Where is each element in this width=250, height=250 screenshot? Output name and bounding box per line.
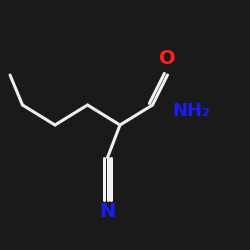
- Text: O: O: [159, 49, 176, 68]
- Text: NH₂: NH₂: [172, 102, 210, 120]
- Text: N: N: [100, 202, 116, 221]
